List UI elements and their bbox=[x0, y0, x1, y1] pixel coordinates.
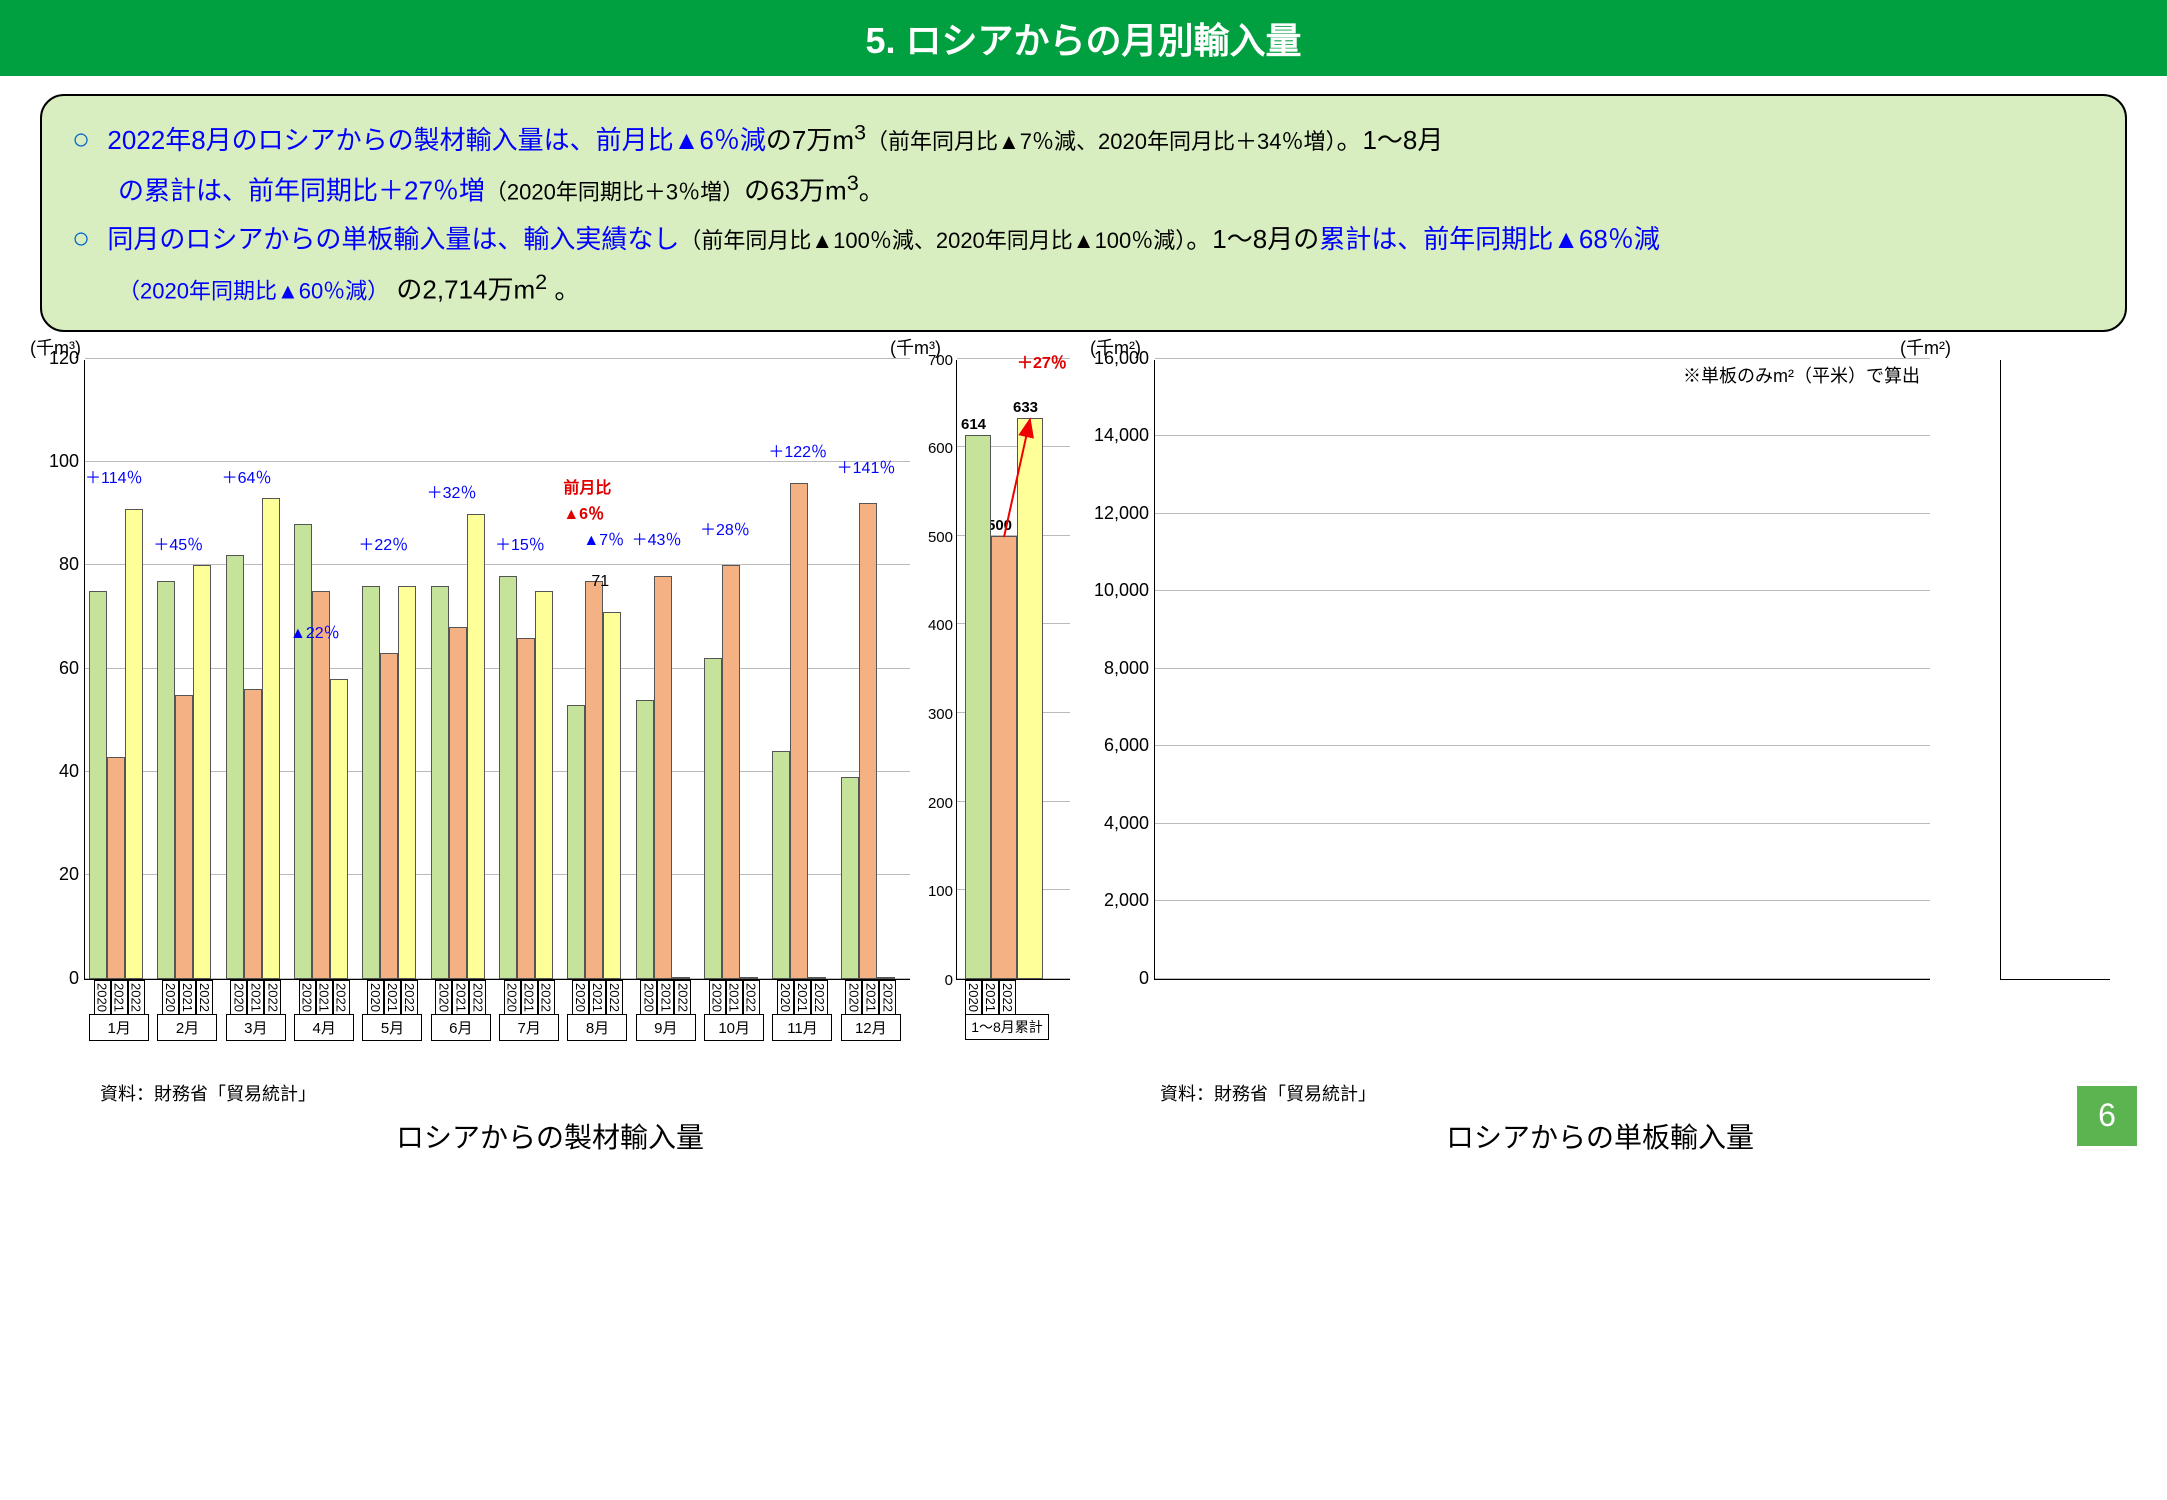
bar-2020 bbox=[157, 581, 175, 979]
bar-2022 bbox=[193, 565, 211, 978]
bar-2021 bbox=[449, 627, 467, 978]
bar-2020 bbox=[841, 777, 859, 979]
chart-annotation: ＋122％ bbox=[768, 438, 827, 462]
summary-box: ○ 2022年8月のロシアからの製材輸入量は、前月比▲6％減の7万m3（前年同月… bbox=[40, 94, 2127, 332]
chart-annotation: ＋114％ bbox=[85, 464, 143, 488]
bar-2020 bbox=[226, 555, 244, 979]
charts-row: (千m³) 0204060801001202020202120221月20202… bbox=[0, 342, 2167, 980]
bar-2022 bbox=[262, 498, 280, 979]
bar-2021 bbox=[790, 483, 808, 979]
footer: 資料：財務省「貿易統計」 ロシアからの製材輸入量 資料：財務省「貿易統計」 ロシ… bbox=[0, 980, 2167, 1156]
chart1-cumulative: (千m³) 0100200300400500600700614500633202… bbox=[920, 342, 1070, 980]
chart-annotation: ＋15％ bbox=[495, 531, 545, 555]
bar-2022 bbox=[467, 514, 485, 979]
bar-2022 bbox=[808, 977, 826, 979]
bar-2022 bbox=[877, 977, 895, 979]
chart-annotation: ＋22％ bbox=[358, 531, 408, 555]
bar-2021 bbox=[654, 576, 672, 979]
bar-2020 bbox=[362, 586, 380, 979]
page-title: 5. ロシアからの月別輸入量 bbox=[0, 0, 2167, 76]
cumulative-bar-2022 bbox=[1017, 418, 1043, 979]
bar-2020 bbox=[704, 658, 722, 978]
bar-2021 bbox=[517, 638, 535, 979]
chart-annotation: 71 bbox=[591, 573, 609, 591]
chart-annotation: ＋141％ bbox=[837, 454, 896, 478]
chart-annotation: ＋45％ bbox=[153, 531, 203, 555]
bar-2021 bbox=[107, 757, 125, 979]
chart-annotation: ＋64％ bbox=[222, 464, 272, 488]
bar-2021 bbox=[722, 565, 740, 978]
bar-2022 bbox=[672, 977, 690, 979]
bar-2022 bbox=[740, 977, 758, 979]
bar-2021 bbox=[175, 695, 193, 979]
page-number: 6 bbox=[2077, 1086, 2137, 1146]
chart2-cumulative: (千m²) bbox=[1940, 342, 2110, 980]
bar-2020 bbox=[499, 576, 517, 979]
chart-annotation: ▲7％ bbox=[583, 526, 624, 550]
bar-2020 bbox=[636, 700, 654, 979]
chart2-title: ロシアからの単板輸入量 bbox=[1100, 1116, 2100, 1156]
chart-annotation: ▲6％ bbox=[563, 500, 604, 524]
bar-2020 bbox=[294, 524, 312, 979]
chart1-title: ロシアからの製材輸入量 bbox=[40, 1116, 1060, 1156]
source-2: 資料：財務省「貿易統計」 bbox=[1160, 1080, 2100, 1106]
chart-annotation: 前月比 bbox=[563, 474, 611, 498]
bar-2021 bbox=[859, 503, 877, 978]
bar-2020 bbox=[431, 586, 449, 979]
chart-annotation: ＋32％ bbox=[427, 479, 477, 503]
bar-2021 bbox=[380, 653, 398, 979]
chart-annotation: ＋43％ bbox=[632, 526, 682, 550]
bar-2020 bbox=[772, 751, 790, 978]
bar-2021 bbox=[244, 689, 262, 978]
chart-annotation: ＋28％ bbox=[700, 516, 750, 540]
cumulative-bar-2021 bbox=[991, 536, 1017, 979]
chart2-monthly: (千m²) ※単板のみm²（平米）で算出 02,0004,0006,0008,0… bbox=[1090, 342, 1930, 980]
cumulative-bar-2020 bbox=[965, 435, 991, 979]
bar-2020 bbox=[89, 591, 107, 979]
bar-2022 bbox=[603, 612, 621, 979]
source-1: 資料：財務省「貿易統計」 bbox=[100, 1080, 1060, 1106]
bar-2022 bbox=[535, 591, 553, 979]
chart1-monthly: (千m³) 0204060801001202020202120221月20202… bbox=[30, 342, 910, 980]
bar-2022 bbox=[398, 586, 416, 979]
bar-2022 bbox=[330, 679, 348, 979]
bar-2022 bbox=[125, 509, 143, 979]
bar-2021 bbox=[585, 581, 603, 979]
bar-2020 bbox=[567, 705, 585, 979]
bar-2021 bbox=[312, 591, 330, 979]
chart-annotation: ▲22％ bbox=[290, 619, 340, 643]
